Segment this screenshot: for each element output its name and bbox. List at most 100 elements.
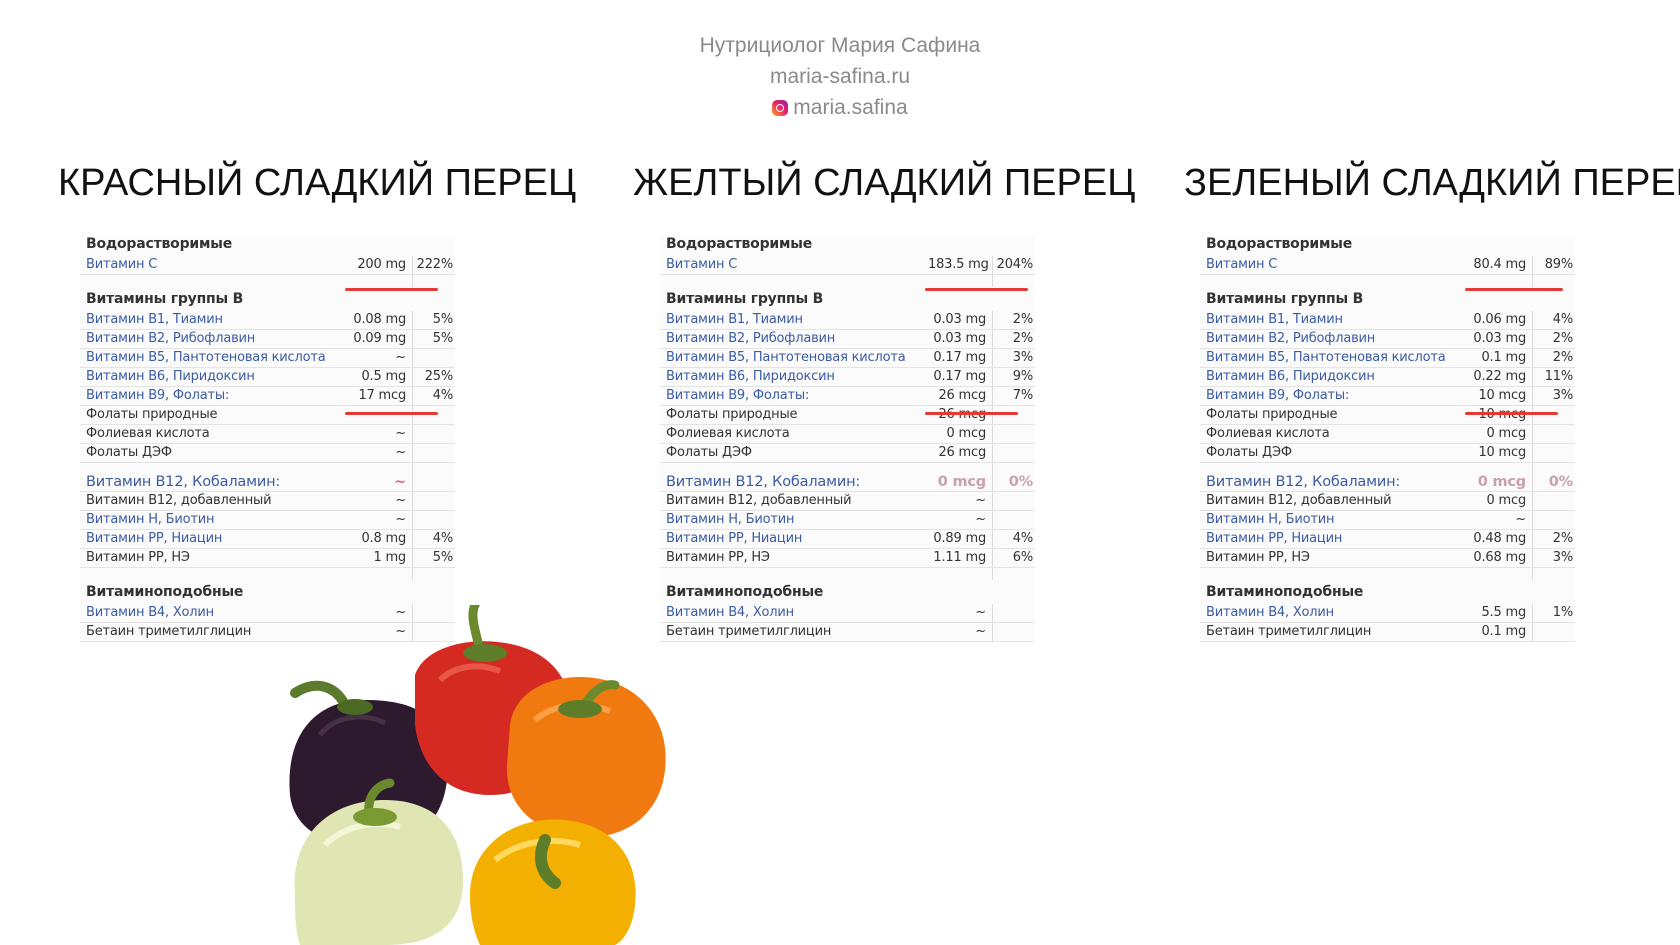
nutrient-value: ~ xyxy=(348,623,413,641)
nutrient-row: Фолаты ДЭФ ~ xyxy=(80,444,455,463)
nutrient-name[interactable]: Витамин С xyxy=(1206,257,1278,272)
nutrient-value: 0 mcg xyxy=(928,425,993,443)
nutrient-value: 0.1 mg xyxy=(1468,623,1533,641)
nutrient-row: Фолиевая кислота 0 mcg xyxy=(660,425,1035,444)
nutrient-row: Витамин В12, добавленный ~ xyxy=(660,492,1035,511)
nutrient-name: Витамин В12, Кобаламин: xyxy=(666,474,861,490)
nutrient-row: Витамин В12, Кобаламин: 0 mcg 0% xyxy=(660,473,1035,492)
nutrient-percent: 5% xyxy=(432,331,453,346)
nutrient-row: Витамин РР, НЭ 1.11 mg 6% xyxy=(660,549,1035,568)
nutrient-name[interactable]: Витамин В4, Холин xyxy=(666,605,794,620)
nutrient-value: 0.03 mg xyxy=(1468,330,1533,348)
nutrient-name[interactable]: Витамин РР, Ниацин xyxy=(666,531,803,546)
section-vitamin-like: Витаминоподобные xyxy=(1206,584,1364,600)
site-link[interactable]: maria-safina.ru xyxy=(769,65,911,88)
nutrient-percent: 222% xyxy=(416,257,454,272)
nutrient-value: 0.1 mg xyxy=(1468,349,1533,367)
nutrient-value: 0.03 mg xyxy=(928,330,993,348)
nutrient-name[interactable]: Витамин Н, Биотин xyxy=(666,512,795,527)
nutrient-name[interactable]: Витамин В6, Пиридоксин xyxy=(86,369,255,384)
nutrient-name[interactable]: Витамин РР, Ниацин xyxy=(86,531,223,546)
nutrient-row: Витамин РР, Ниацин 0.48 mg 2% xyxy=(1200,530,1575,549)
nutrient-name[interactable]: Витамин В6, Пиридоксин xyxy=(1206,369,1375,384)
nutrient-percent: 5% xyxy=(432,550,453,565)
nutrient-name[interactable]: Витамин В1, Тиамин xyxy=(86,312,223,327)
nutrient-name[interactable]: Витамин Н, Биотин xyxy=(86,512,215,527)
nutrient-name[interactable]: Витамин В4, Холин xyxy=(86,605,214,620)
nutrient-name[interactable]: Витамин В9, Фолаты: xyxy=(666,388,810,403)
nutrient-name[interactable]: Витамин Н, Биотин xyxy=(1206,512,1335,527)
title-green-pepper: ЗЕЛЕНЫЙ СЛАДКИЙ ПЕРЕЦ xyxy=(1184,162,1680,204)
nutrient-value: ~ xyxy=(348,473,413,491)
nutrient-value: ~ xyxy=(348,444,413,462)
nutrient-name: Фолиевая кислота xyxy=(666,426,790,441)
nutrient-name[interactable]: Витамин В1, Тиамин xyxy=(1206,312,1343,327)
nutrient-name[interactable]: Витамин С xyxy=(666,257,738,272)
nutrient-row: Витамин В5, Пантотеновая кислота 0.17 mg… xyxy=(660,349,1035,368)
nutrient-name[interactable]: Витамин В2, Рибофлавин xyxy=(1206,331,1376,346)
nutrient-name: Бетаин триметилглицин xyxy=(1206,624,1372,639)
nutrient-value: 26 mcg xyxy=(928,406,993,424)
section-water-soluble: Водорастворимые xyxy=(1206,236,1353,252)
instagram-icon xyxy=(772,100,789,116)
nutrient-name: Фолиевая кислота xyxy=(1206,426,1330,441)
nutrient-percent: 0% xyxy=(1008,474,1033,490)
nutrient-row: Витамин В9, Фолаты: 26 mcg 7% xyxy=(660,387,1035,406)
nutrient-name[interactable]: Витамин В5, Пантотеновая кислота xyxy=(86,350,326,365)
nutrient-row: Витамин В2, Рибофлавин 0.03 mg 2% xyxy=(1200,330,1575,349)
nutrient-percent: 4% xyxy=(1552,312,1573,327)
nutrient-row: Фолиевая кислота ~ xyxy=(80,425,455,444)
nutrient-row: Бетаин триметилглицин ~ xyxy=(660,623,1035,642)
header: Нутрициолог Мария Сафина maria-safina.ru… xyxy=(0,30,1680,123)
yellow-pepper xyxy=(470,819,636,945)
highlight-b6-yellow xyxy=(925,412,1018,415)
nutrient-row: Витамин РР, НЭ 0.68 mg 3% xyxy=(1200,549,1575,568)
nutrient-row: Витамин В4, Холин 5.5 mg 1% xyxy=(1200,604,1575,623)
nutrient-value: 1 mg xyxy=(348,549,413,567)
nutrient-name[interactable]: Витамин В2, Рибофлавин xyxy=(666,331,836,346)
nutrient-value: ~ xyxy=(1468,511,1533,529)
nutrient-row: Витамин В6, Пиридоксин 0.17 mg 9% xyxy=(660,368,1035,387)
nutrient-percent: 2% xyxy=(1552,531,1573,546)
nutrient-row: Фолаты природные ~ xyxy=(80,406,455,425)
nutrient-row: Витамин В4, Холин ~ xyxy=(660,604,1035,623)
nutrient-row: Витамин РР, НЭ 1 mg 5% xyxy=(80,549,455,568)
section-b-vitamins: Витамины группы В xyxy=(666,291,824,307)
nutrient-name[interactable]: Витамин В1, Тиамин xyxy=(666,312,803,327)
nutrient-name[interactable]: Витамин РР, Ниацин xyxy=(1206,531,1343,546)
nutrient-percent: 11% xyxy=(1544,369,1573,384)
nutrient-name: Витамин В12, Кобаламин: xyxy=(86,474,281,490)
nutrient-name[interactable]: Витамин В6, Пиридоксин xyxy=(666,369,835,384)
nutrient-name: Витамин В12, Кобаламин: xyxy=(1206,474,1401,490)
nutrient-row: Витамин В1, Тиамин 0.06 mg 4% xyxy=(1200,311,1575,330)
nutrient-row: Витамин Н, Биотин ~ xyxy=(80,511,455,530)
highlight-b6-green xyxy=(1465,412,1558,415)
nutrient-row: Витамин В12, Кобаламин: ~ xyxy=(80,473,455,492)
nutrient-percent: 5% xyxy=(432,312,453,327)
nutrient-name: Фолаты природные xyxy=(1206,407,1338,422)
nutrient-row: Витамин Н, Биотин ~ xyxy=(660,511,1035,530)
nutrient-value: 0.48 mg xyxy=(1468,530,1533,548)
section-water-soluble: Водорастворимые xyxy=(666,236,813,252)
nutrient-row: Витамин Н, Биотин ~ xyxy=(1200,511,1575,530)
nutrient-name[interactable]: Витамин В4, Холин xyxy=(1206,605,1334,620)
nutrient-name[interactable]: Витамин В9, Фолаты: xyxy=(1206,388,1350,403)
nutrient-name[interactable]: Витамин В9, Фолаты: xyxy=(86,388,230,403)
instagram-handle[interactable]: maria.safina xyxy=(0,92,1680,123)
highlight-vitc-yellow xyxy=(925,288,1028,291)
nutrient-value: 26 mcg xyxy=(928,387,993,405)
nutrient-value: 0 mcg xyxy=(1468,473,1533,491)
nutrient-name[interactable]: Витамин В2, Рибофлавин xyxy=(86,331,256,346)
nutrient-row: Витамин В9, Фолаты: 17 mcg 4% xyxy=(80,387,455,406)
highlight-vitc-red xyxy=(345,288,438,291)
nutrient-value: 0 mcg xyxy=(928,473,993,491)
nutrient-percent: 2% xyxy=(1552,350,1573,365)
nutrient-name: Фолаты ДЭФ xyxy=(666,445,752,460)
peppers-image xyxy=(289,605,666,945)
nutrient-name[interactable]: Витамин В5, Пантотеновая кислота xyxy=(666,350,906,365)
nutrient-row: Фолаты ДЭФ 26 mcg xyxy=(660,444,1035,463)
nutrient-name[interactable]: Витамин В5, Пантотеновая кислота xyxy=(1206,350,1446,365)
nutrient-name[interactable]: Витамин С xyxy=(86,257,158,272)
nutrient-value: 183.5 mg xyxy=(928,256,993,274)
nutrient-value: 0 mcg xyxy=(1468,492,1533,510)
